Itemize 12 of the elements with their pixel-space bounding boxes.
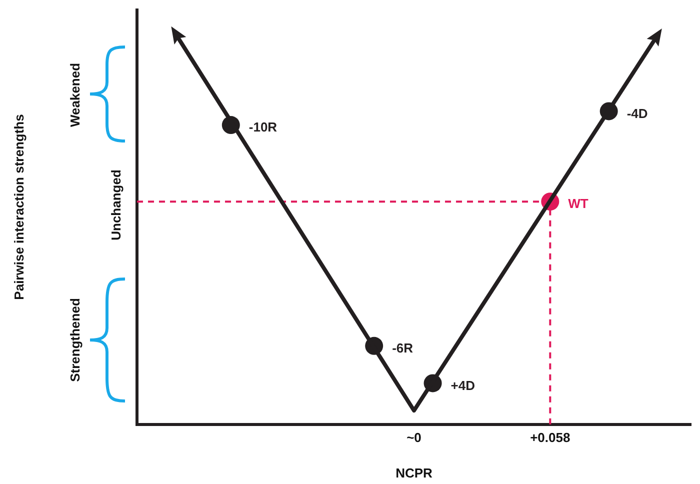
- annotation: -4D: [626, 106, 648, 121]
- text: Strengthened: [68, 298, 83, 382]
- text: Pairwise interaction strengths: [12, 114, 27, 300]
- x-tick-label: ~0: [406, 430, 422, 445]
- text: Unchanged: [108, 170, 124, 240]
- annotation: -10R: [248, 120, 278, 135]
- x-tick-label: +0.058: [530, 430, 570, 445]
- annotation: +4D: [450, 378, 475, 393]
- annotation: -6R: [392, 340, 414, 356]
- annotation: WT: [568, 196, 588, 212]
- x-axis-title: NCPR: [396, 466, 434, 481]
- text: Weakened: [68, 62, 83, 128]
